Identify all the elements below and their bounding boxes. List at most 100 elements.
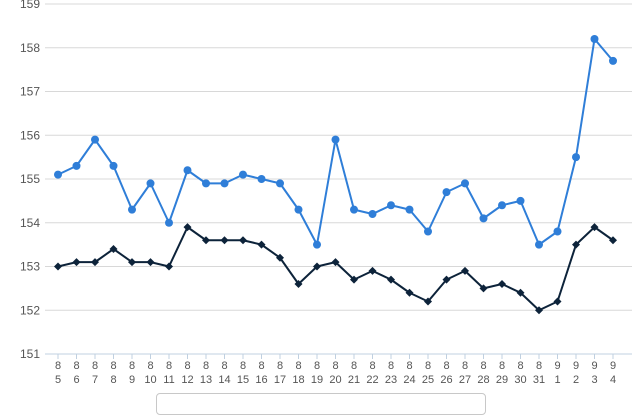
series-2-point[interactable] — [276, 253, 284, 262]
series-2-point[interactable] — [202, 236, 210, 245]
y-tick-label: 152 — [20, 303, 40, 317]
series-2-point[interactable] — [535, 306, 543, 315]
series-1-point[interactable] — [590, 35, 599, 43]
legend — [156, 393, 486, 415]
y-axis: 151 152 153 154 155 156 157 158 159 — [20, 0, 40, 361]
series-1-point[interactable] — [572, 153, 580, 162]
series-1-point[interactable] — [479, 214, 488, 223]
line-chart: 151 152 153 154 155 156 157 158 159 8 5 8 6 8 7 8 8 8 9 8 1… — [20, 0, 632, 386]
x-tick-label: 8 31 — [533, 360, 545, 386]
series-2-point[interactable] — [54, 262, 62, 271]
series-1-point[interactable] — [387, 201, 395, 210]
series-2-point[interactable] — [572, 240, 580, 249]
series-2-point[interactable] — [257, 240, 266, 249]
series-1-point[interactable] — [146, 179, 155, 188]
series-2-point[interactable] — [405, 288, 414, 297]
x-tick-label: 8 29 — [496, 360, 508, 386]
series-1-point[interactable] — [239, 170, 247, 179]
series-2-point[interactable] — [128, 258, 136, 267]
x-tick-label: 8 18 — [292, 360, 304, 386]
series-1-point[interactable] — [54, 170, 62, 179]
series-1-point[interactable] — [202, 179, 210, 188]
series-1-point[interactable] — [331, 135, 340, 144]
series-1-point[interactable] — [461, 179, 469, 188]
series-1-point[interactable] — [128, 205, 136, 214]
series-1-point[interactable] — [350, 205, 358, 214]
series-2-point[interactable] — [387, 275, 395, 284]
series-2-point[interactable] — [368, 266, 377, 275]
series-2-point[interactable] — [109, 245, 118, 253]
y-tick-label: 157 — [20, 85, 40, 99]
series-1-point[interactable] — [257, 175, 266, 183]
gridlines — [45, 3, 632, 355]
x-tick-label: 8 14 — [218, 360, 230, 386]
x-tick-label: 8 20 — [329, 360, 341, 386]
series-2-point[interactable] — [91, 258, 99, 267]
y-tick-label: 151 — [20, 347, 40, 361]
series-2-point[interactable] — [146, 258, 155, 267]
x-tick-label: 8 28 — [477, 360, 489, 386]
series-2-point[interactable] — [609, 236, 617, 245]
x-tick-label: 8 22 — [366, 360, 378, 386]
series-1-point[interactable] — [313, 240, 321, 249]
series-2-point[interactable] — [590, 223, 599, 232]
series-1-point[interactable] — [276, 179, 284, 188]
series-2-point[interactable] — [350, 275, 358, 284]
series-2-point[interactable] — [461, 266, 469, 275]
x-tick-label: 8 10 — [144, 360, 156, 386]
series-1-point[interactable] — [553, 227, 562, 236]
series-1-point[interactable] — [516, 196, 525, 205]
y-tick-label: 155 — [20, 172, 40, 186]
series-2-point[interactable] — [220, 236, 229, 245]
series-2-point[interactable] — [313, 262, 321, 271]
series-2-point[interactable] — [331, 258, 340, 267]
series-1-point[interactable] — [442, 188, 451, 197]
series-1-point[interactable] — [535, 240, 543, 249]
series-1-point[interactable] — [405, 205, 414, 214]
series-2-point[interactable] — [442, 275, 451, 284]
series-1-point[interactable] — [498, 201, 506, 210]
x-tick-label: 8 21 — [348, 360, 360, 386]
series-2-point[interactable] — [239, 236, 247, 245]
series-2-point[interactable] — [479, 284, 488, 293]
y-tick-label: 153 — [20, 260, 40, 274]
x-tick-label: 8 30 — [514, 360, 526, 386]
series-2-line — [57, 226, 614, 312]
y-tick-label: 156 — [20, 128, 40, 142]
series-1-point[interactable] — [609, 56, 617, 65]
x-tick-label: 8 16 — [255, 360, 267, 386]
series-group — [54, 35, 617, 315]
series-1-point[interactable] — [368, 210, 377, 218]
series-1-point[interactable] — [424, 227, 432, 236]
series-2-point[interactable] — [516, 288, 525, 297]
series-2-point[interactable] — [165, 262, 173, 271]
series-1-point[interactable] — [72, 161, 81, 170]
series-2-point[interactable] — [294, 280, 303, 288]
x-tick-label: 8 23 — [385, 360, 397, 386]
x-tick-label: 8 24 — [403, 360, 415, 386]
x-tick-label: 8 19 — [311, 360, 323, 386]
series-2-point[interactable] — [72, 258, 81, 267]
series-1-point[interactable] — [183, 166, 192, 175]
series-2-point[interactable] — [498, 280, 506, 288]
series-1-point[interactable] — [220, 179, 229, 188]
series-1-point[interactable] — [91, 135, 99, 144]
x-axis: 8 5 8 6 8 7 8 8 8 9 8 10 8 11 8 12 8 13 8 14 8 15 8 16 8 17 8 18 8 19… — [55, 354, 616, 386]
series-1-point[interactable] — [165, 218, 173, 227]
x-tick-label: 8 11 — [163, 360, 174, 386]
x-tick-label: 8 15 — [237, 360, 249, 386]
series-2-point[interactable] — [553, 297, 562, 306]
series-2-point[interactable] — [183, 223, 192, 232]
x-tick-label: 8 12 — [181, 360, 193, 386]
series-1-point[interactable] — [294, 205, 303, 214]
series-2-point[interactable] — [424, 297, 432, 306]
series-1-point[interactable] — [109, 161, 118, 170]
